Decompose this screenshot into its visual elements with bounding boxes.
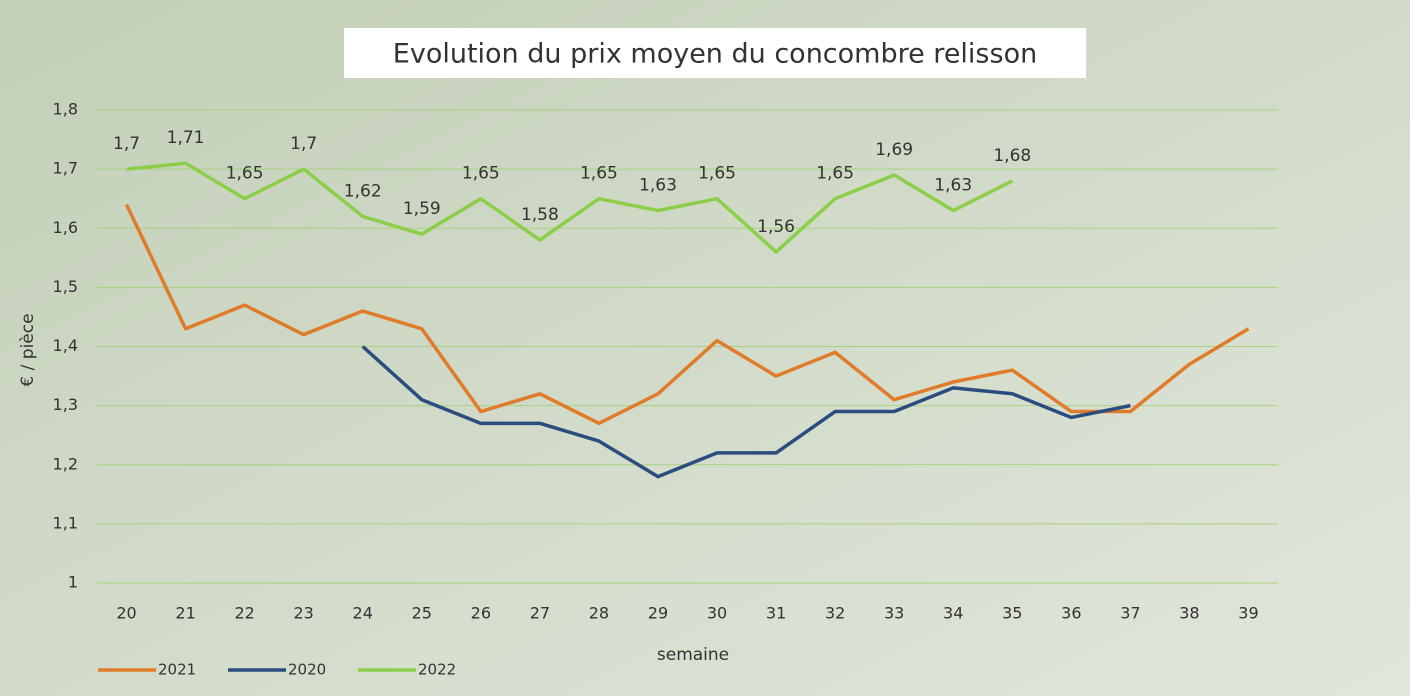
x-tick-label: 22 [234,604,254,623]
y-tick-label: 1 [68,573,78,592]
data-label: 1,7 [290,134,317,154]
chart-title: Evolution du prix moyen du concombre rel… [393,39,1037,70]
x-tick-label: 28 [589,604,609,623]
x-tick-label: 29 [648,604,668,623]
y-tick-label: 1,4 [53,336,78,355]
legend-label: 2020 [288,661,326,679]
y-tick-label: 1,8 [53,100,78,119]
data-label: 1,65 [226,164,264,184]
data-label: 1,68 [993,146,1031,166]
x-tick-label: 33 [884,604,904,623]
x-tick-label: 38 [1179,604,1199,623]
data-label: 1,56 [757,217,795,237]
x-tick-label: 27 [530,604,550,623]
y-axis-label: € / pièce [18,313,38,386]
y-tick-label: 1,1 [53,513,78,532]
y-tick-label: 1,6 [53,218,78,237]
x-tick-label: 20 [116,604,136,623]
chart: Evolution du prix moyen du concombre rel… [0,0,1410,696]
data-label: 1,69 [875,140,913,160]
x-tick-label: 35 [1002,604,1022,623]
x-tick-label: 30 [707,604,727,623]
x-tick-label: 32 [825,604,845,623]
data-label: 1,63 [639,176,677,196]
data-label: 1,71 [167,128,205,148]
data-label: 1,65 [698,164,736,184]
data-label: 1,65 [580,164,618,184]
x-tick-label: 24 [353,604,373,623]
x-tick-label: 39 [1238,604,1258,623]
data-label: 1,65 [816,164,854,184]
y-tick-label: 1,2 [53,454,78,473]
data-label: 1,63 [934,176,972,196]
data-label: 1,59 [403,199,441,219]
legend-label: 2021 [158,661,196,679]
x-tick-label: 26 [471,604,491,623]
y-tick-label: 1,7 [53,159,78,178]
x-tick-label: 23 [293,604,313,623]
data-label: 1,62 [344,181,382,201]
x-tick-label: 25 [412,604,432,623]
data-label: 1,58 [521,205,559,225]
y-tick-label: 1,3 [53,395,78,414]
background [0,0,1410,696]
x-axis-label: semaine [657,645,729,665]
x-tick-label: 31 [766,604,786,623]
x-tick-label: 21 [175,604,195,623]
y-tick-label: 1,5 [53,277,78,296]
x-tick-label: 37 [1120,604,1140,623]
x-tick-label: 36 [1061,604,1081,623]
x-tick-label: 34 [943,604,963,623]
legend-label: 2022 [418,661,456,679]
data-label: 1,7 [113,134,140,154]
data-label: 1,65 [462,164,500,184]
